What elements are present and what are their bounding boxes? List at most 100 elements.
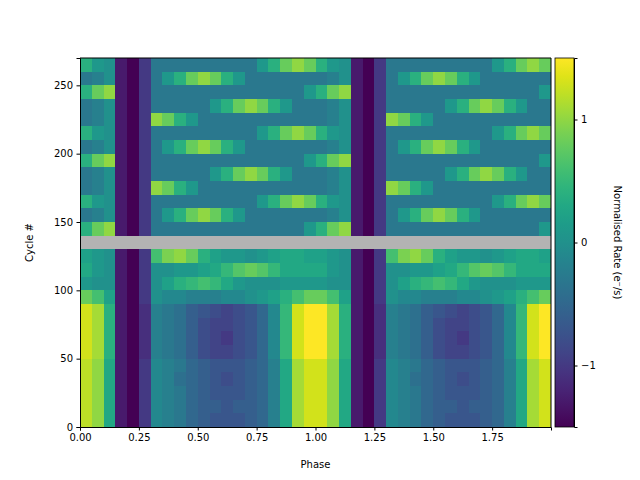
cell [186,72,198,86]
cell [398,400,410,414]
cell [92,304,104,318]
cell [245,400,257,414]
cell [139,208,151,222]
cell [292,318,304,332]
cell [174,345,186,359]
cell [268,359,280,373]
cell [257,386,269,400]
cell [445,413,457,427]
cell [198,304,210,318]
cell [92,58,104,72]
tick: 200 [54,148,80,159]
cell [433,236,445,250]
cell [480,386,492,400]
cell [492,85,504,99]
cell [127,85,139,99]
cell [539,249,551,263]
cell [480,58,492,72]
cell [316,195,328,209]
cell [139,331,151,345]
cell [492,318,504,332]
cell [186,167,198,181]
tick-label: 0.75 [246,432,268,443]
cell [504,400,516,414]
cell [504,181,516,195]
cell [527,400,539,414]
cell [115,181,127,195]
cell [445,113,457,127]
cell [139,249,151,263]
cell [115,140,127,154]
cell [245,304,257,318]
cell [210,99,222,113]
cell [316,167,328,181]
cell [92,167,104,181]
cell [115,249,127,263]
cell [92,85,104,99]
colorbar-axis-line [575,59,578,428]
cell [516,249,528,263]
cell [504,277,516,291]
cell [92,386,104,400]
cell [210,304,222,318]
cell [433,154,445,168]
cell [480,236,492,250]
cell [115,113,127,127]
tick-mark [198,427,199,431]
cell [198,181,210,195]
cell [151,304,163,318]
cell [186,113,198,127]
cell [363,154,375,168]
cell [139,345,151,359]
cell [174,277,186,291]
cell [233,85,245,99]
cell [210,331,222,345]
cell [292,413,304,427]
cell [115,126,127,140]
cell [198,331,210,345]
cell [480,331,492,345]
cell [245,359,257,373]
cell [104,236,116,250]
cell [139,318,151,332]
cell [516,99,528,113]
cell [480,113,492,127]
cell [174,85,186,99]
cell [280,140,292,154]
cell [151,413,163,427]
cell [162,331,174,345]
cell [104,167,116,181]
cell [92,72,104,86]
cell [445,140,457,154]
cell [127,222,139,236]
cell [233,181,245,195]
cell [363,222,375,236]
cell [445,85,457,99]
cell [151,85,163,99]
cell [539,85,551,99]
cell [92,413,104,427]
cell [421,372,433,386]
cell [92,154,104,168]
cell [280,372,292,386]
cell [245,222,257,236]
cell [104,181,116,195]
cell [80,72,92,86]
cell [162,195,174,209]
cell [92,126,104,140]
cell [162,372,174,386]
cell [351,72,363,86]
cell [457,249,469,263]
cell [174,263,186,277]
cell [339,304,351,318]
cell [398,331,410,345]
cell [92,208,104,222]
cell [268,99,280,113]
cell [398,167,410,181]
cell [339,249,351,263]
cell [327,277,339,291]
cell [539,331,551,345]
cell [80,99,92,113]
tick: 1.50 [423,427,445,443]
cell [245,345,257,359]
